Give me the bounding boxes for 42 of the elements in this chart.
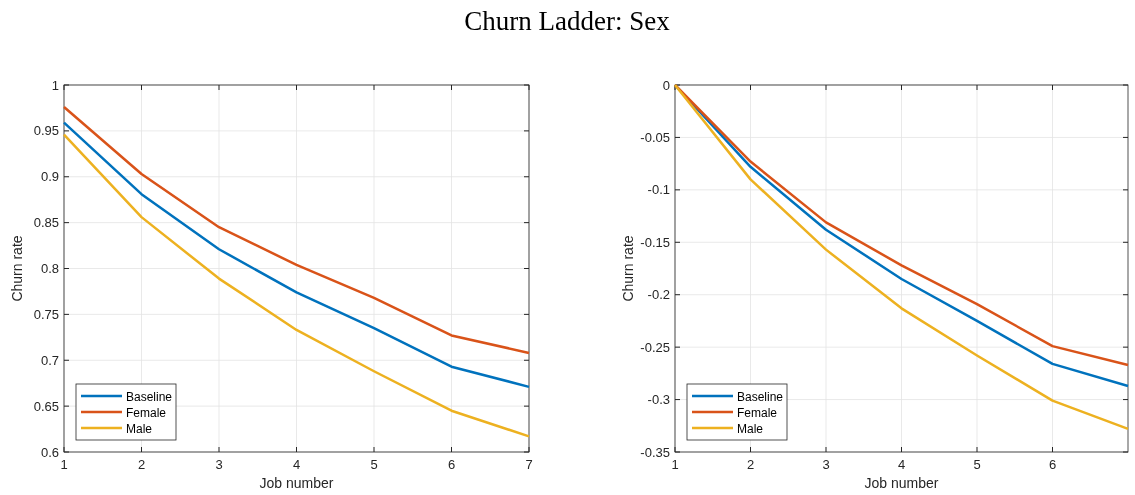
legend-label: Female [737,405,778,420]
y-tick-label: 0.65 [33,398,59,414]
legend-label: Male [737,421,764,436]
y-tick-label: -0.15 [640,234,670,250]
x-tick-label: 3 [822,457,830,472]
line-series [62,121,531,389]
x-tick-label: 4 [292,457,301,472]
y-axis-title: Churn rate [620,235,636,302]
x-tick-label: 2 [746,457,755,472]
y-axis-title: Churn rate [9,235,25,302]
x-axis-title: Job number [864,475,939,491]
y-tick-label: 0 [662,77,670,93]
line-series [62,133,531,438]
y-tick-label: 0.75 [33,306,59,322]
y-tick-label: 0.9 [40,169,59,185]
line-series [62,105,531,355]
y-tick-label: 1 [51,77,59,93]
x-tick-label: 5 [973,457,981,472]
x-tick-label: 4 [897,457,906,472]
y-tick-label: -0.1 [647,182,670,198]
y-tick-label: -0.2 [647,287,670,303]
y-tick-label: 0.85 [33,215,59,231]
x-tick-label: 7 [525,457,533,472]
y-tick-label: 0.95 [33,123,59,139]
legend-label: Baseline [737,389,784,404]
y-tick-label: -0.35 [640,444,670,460]
legend-label: Female [126,405,167,420]
y-tick-label: 0.8 [40,261,59,276]
chart-title: Churn Ladder: Sex [464,6,671,36]
x-tick-label: 6 [447,457,456,472]
y-tick-label: 0.6 [40,444,59,460]
y-tick-label: -0.05 [640,129,670,145]
y-tick-label: 0.7 [40,352,59,368]
x-tick-label: 2 [137,457,146,472]
x-axis-title: Job number [259,475,334,491]
y-tick-label: -0.25 [640,339,670,355]
legend-label: Male [126,421,153,436]
x-tick-label: 3 [215,457,223,472]
y-tick-label: -0.3 [647,392,670,408]
x-tick-label: 6 [1048,457,1057,472]
x-tick-label: 5 [370,457,378,472]
legend-label: Baseline [126,389,173,404]
